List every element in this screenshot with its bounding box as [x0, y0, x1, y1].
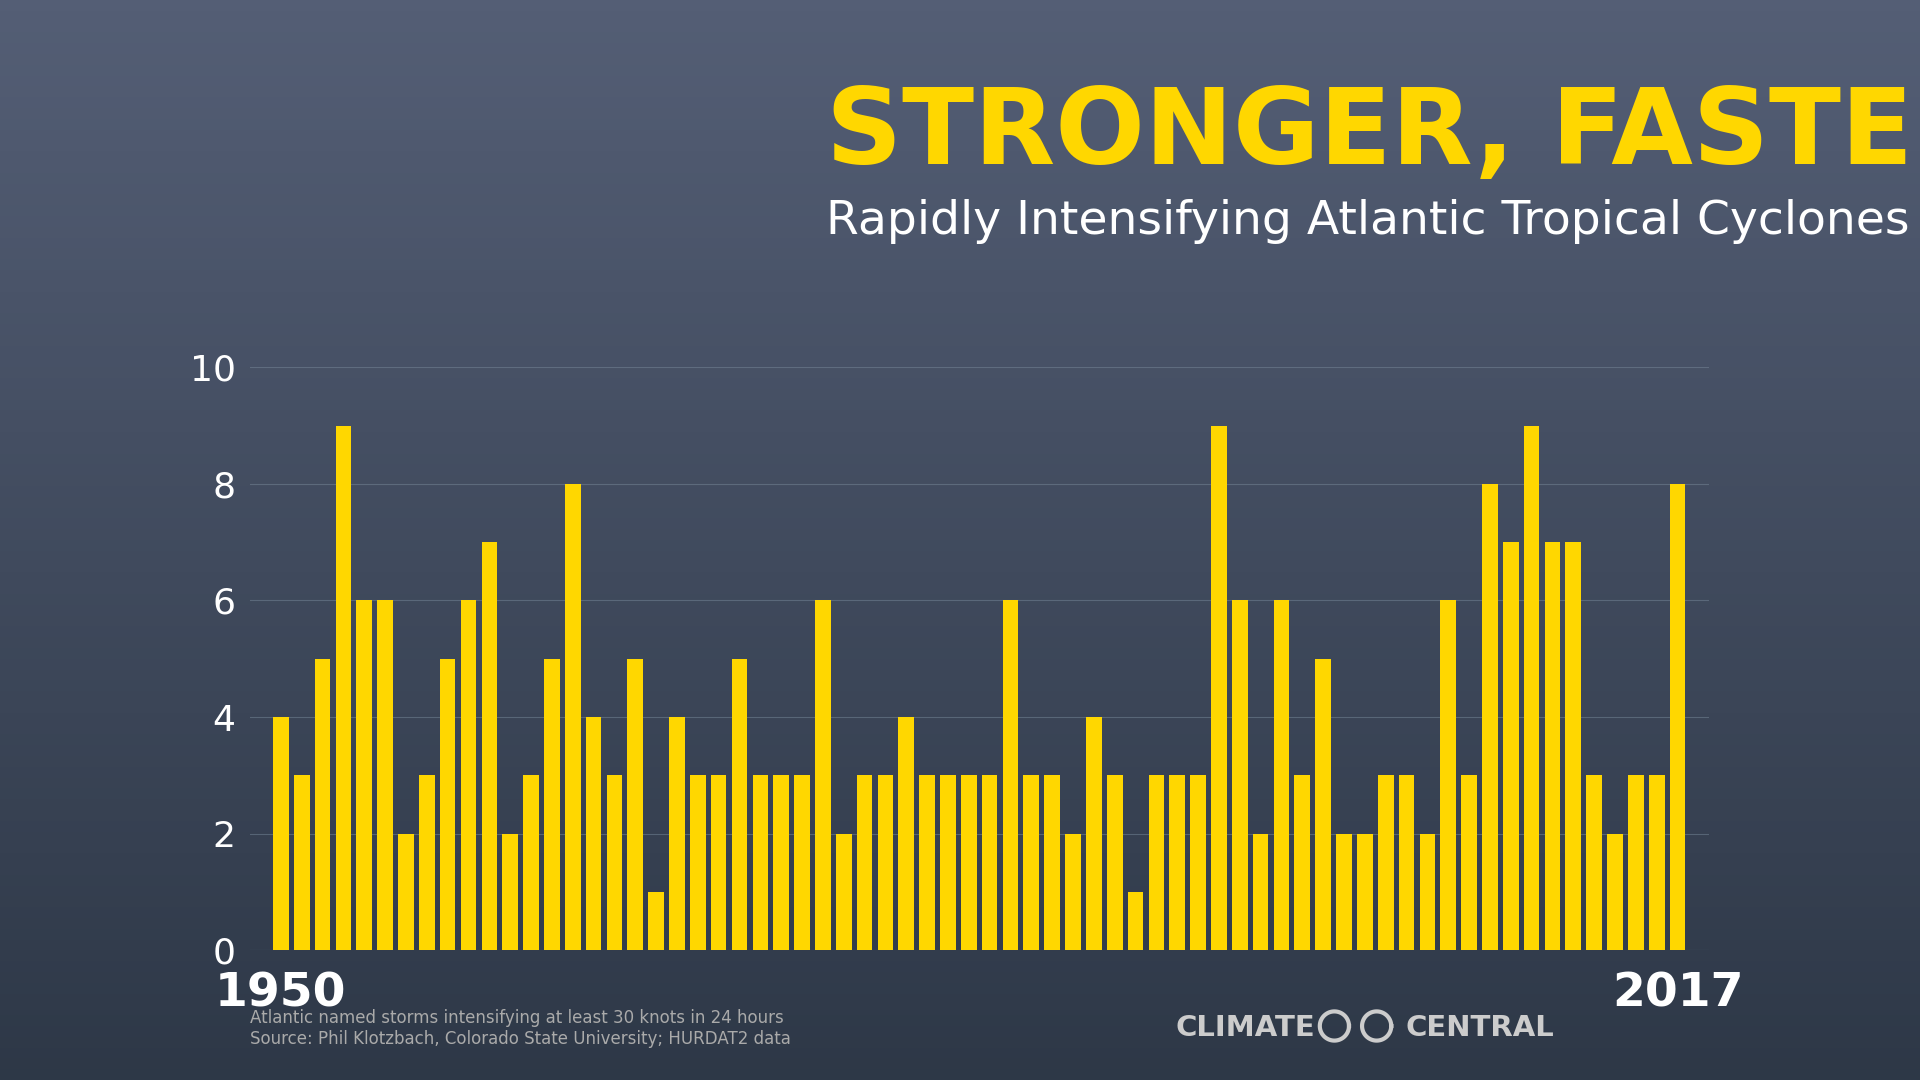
Text: 1950: 1950 [215, 971, 348, 1016]
Bar [1169, 775, 1185, 950]
Bar [1400, 775, 1415, 950]
Bar [1419, 834, 1436, 950]
Bar [482, 542, 497, 950]
Bar [336, 426, 351, 950]
Bar [1294, 775, 1309, 950]
Bar [1607, 834, 1622, 950]
Text: Rapidly Intensifying Atlantic Tropical Cyclones: Rapidly Intensifying Atlantic Tropical C… [826, 199, 1908, 244]
Bar [1148, 775, 1164, 950]
Bar [1336, 834, 1352, 950]
Text: CENTRAL: CENTRAL [1405, 1014, 1553, 1042]
Bar [877, 775, 893, 950]
Bar [1087, 717, 1102, 950]
Text: 2017: 2017 [1611, 971, 1743, 1016]
Bar [1503, 542, 1519, 950]
Bar [503, 834, 518, 950]
Bar [1106, 775, 1123, 950]
Bar [670, 717, 685, 950]
Bar [1649, 775, 1665, 950]
Bar [1544, 542, 1561, 950]
Bar [461, 600, 476, 950]
Bar [419, 775, 434, 950]
Bar [1066, 834, 1081, 950]
Bar [376, 600, 394, 950]
Bar [1586, 775, 1601, 950]
Bar [564, 484, 580, 950]
Bar [795, 775, 810, 950]
Bar [753, 775, 768, 950]
Bar [1628, 775, 1644, 950]
Bar [1565, 542, 1582, 950]
Bar [710, 775, 726, 950]
Bar [649, 892, 664, 950]
Text: Source: Phil Klotzbach, Colorado State University; HURDAT2 data: Source: Phil Klotzbach, Colorado State U… [250, 1030, 791, 1048]
Bar [774, 775, 789, 950]
Bar [1190, 775, 1206, 950]
Bar [607, 775, 622, 950]
Bar [1461, 775, 1476, 950]
Bar [732, 659, 747, 950]
Bar [524, 775, 540, 950]
Bar [899, 717, 914, 950]
Bar [1254, 834, 1269, 950]
Bar [1315, 659, 1331, 950]
Bar [1023, 775, 1039, 950]
Bar [1379, 775, 1394, 950]
Bar [1127, 892, 1142, 950]
Bar [920, 775, 935, 950]
Bar [1440, 600, 1455, 950]
Bar [1273, 600, 1290, 950]
Bar [941, 775, 956, 950]
Bar [586, 717, 601, 950]
Bar [1357, 834, 1373, 950]
Bar [1482, 484, 1498, 950]
Bar [1212, 426, 1227, 950]
Bar [856, 775, 872, 950]
Bar [440, 659, 455, 950]
Bar [273, 717, 288, 950]
Bar [981, 775, 998, 950]
Bar [1670, 484, 1686, 950]
Bar [689, 775, 707, 950]
Bar [1524, 426, 1540, 950]
Bar [835, 834, 852, 950]
Bar [628, 659, 643, 950]
Bar [543, 659, 559, 950]
Text: STRONGER, FASTER: STRONGER, FASTER [826, 84, 1920, 186]
Bar [816, 600, 831, 950]
Bar [960, 775, 977, 950]
Bar [315, 659, 330, 950]
Bar [294, 775, 309, 950]
Bar [397, 834, 413, 950]
Bar [1044, 775, 1060, 950]
Bar [1002, 600, 1018, 950]
Text: Atlantic named storms intensifying at least 30 knots in 24 hours: Atlantic named storms intensifying at le… [250, 1010, 783, 1027]
Text: CLIMATE: CLIMATE [1175, 1014, 1315, 1042]
Bar [357, 600, 372, 950]
Bar [1233, 600, 1248, 950]
